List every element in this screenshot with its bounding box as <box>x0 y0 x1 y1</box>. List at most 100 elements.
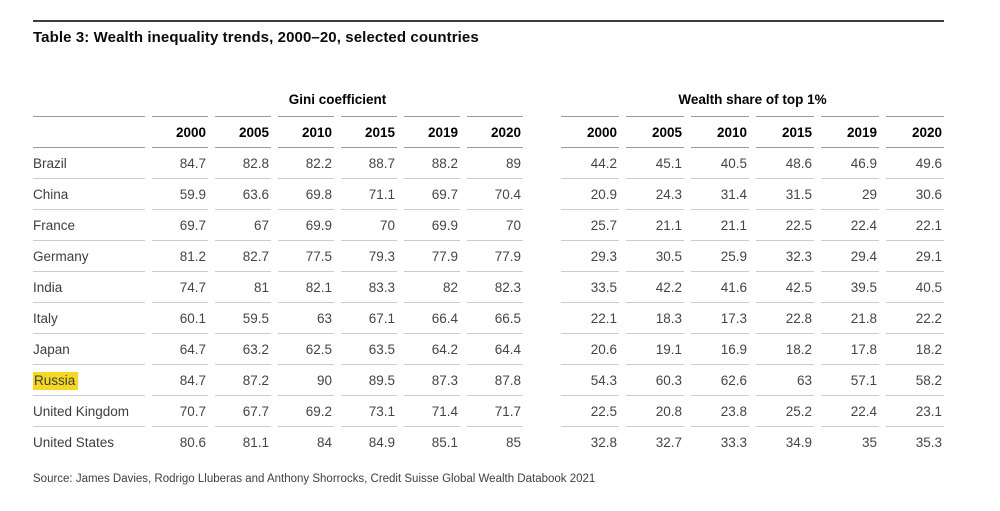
gini-value-cell: 71.4 <box>404 396 460 427</box>
top1-value-cell: 49.6 <box>886 148 944 179</box>
gini-value-cell: 63.5 <box>341 334 397 365</box>
country-label: United States <box>33 434 115 450</box>
gini-value-cell: 60.1 <box>152 303 208 334</box>
country-label: Japan <box>33 341 70 357</box>
gini-value-cell: 82 <box>404 272 460 303</box>
gini-value-cell: 69.9 <box>404 210 460 241</box>
gini-value-cell: 89.5 <box>341 365 397 396</box>
top1-value-cell: 46.9 <box>821 148 879 179</box>
top1-value-cell: 42.2 <box>626 272 684 303</box>
gini-value-cell: 64.4 <box>467 334 523 365</box>
table-row: Italy 60.1 59.5 63 67.1 66.4 66.5 22.1 1… <box>33 303 944 334</box>
country-cell: India <box>33 272 145 303</box>
top1-value-cell: 30.6 <box>886 179 944 210</box>
gini-year-header: 2010 <box>278 116 334 148</box>
top1-value-cell: 22.4 <box>821 210 879 241</box>
page-title: Table 3: Wealth inequality trends, 2000–… <box>33 29 479 46</box>
top1-value-cell: 22.4 <box>821 396 879 427</box>
gini-value-cell: 82.7 <box>215 241 271 272</box>
gini-value-cell: 62.5 <box>278 334 334 365</box>
spacer-cell <box>530 396 554 427</box>
gini-value-cell: 84.9 <box>368 434 395 450</box>
gini-value-cell: 81.2 <box>152 241 208 272</box>
spacer-cell <box>530 179 554 210</box>
top1-value-cell: 35 <box>861 434 877 450</box>
top1-value-cell: 25.7 <box>561 210 619 241</box>
gini-year-header: 2020 <box>467 116 523 148</box>
spacer-cell <box>530 148 554 179</box>
table-row: China 59.9 63.6 69.8 71.1 69.7 70.4 20.9… <box>33 179 944 210</box>
top1-value-cell: 18.3 <box>626 303 684 334</box>
top1-value-cell: 29.1 <box>886 241 944 272</box>
gini-value-cell: 77.9 <box>404 241 460 272</box>
country-cell: Germany <box>33 241 145 272</box>
top1-value-cell: 40.5 <box>691 148 749 179</box>
top1-value-cell: 34.9 <box>785 434 812 450</box>
top1-value-cell: 62.6 <box>691 365 749 396</box>
top1-value-cell: 21.8 <box>821 303 879 334</box>
gini-value-cell: 88.7 <box>341 148 397 179</box>
top1-value-cell: 41.6 <box>691 272 749 303</box>
top1-value-cell: 18.2 <box>756 334 814 365</box>
table-row: Japan 64.7 63.2 62.5 63.5 64.2 64.4 20.6… <box>33 334 944 365</box>
gini-value-cell: 82.2 <box>278 148 334 179</box>
top1-value-cell: 40.5 <box>886 272 944 303</box>
gini-value-cell: 87.3 <box>404 365 460 396</box>
top1-value-cell: 22.1 <box>886 210 944 241</box>
top1-value-cell: 35.3 <box>915 434 942 450</box>
table-row-highlighted: Russia 84.7 87.2 90 89.5 87.3 87.8 54.3 … <box>33 365 944 396</box>
highlighted-country-label: Russia <box>33 371 79 390</box>
top1-value-cell: 33.5 <box>561 272 619 303</box>
gini-value-cell: 69.7 <box>404 179 460 210</box>
top1-value-cell: 39.5 <box>821 272 879 303</box>
gini-value-cell: 77.9 <box>467 241 523 272</box>
top1-value-cell: 17.8 <box>821 334 879 365</box>
top1-value-cell: 22.5 <box>561 396 619 427</box>
top1-value-cell: 33.3 <box>720 434 747 450</box>
wealth-inequality-table: Gini coefficient Wealth share of top 1% … <box>26 63 951 457</box>
spacer-cell <box>530 427 554 457</box>
gini-value-cell: 90 <box>278 365 334 396</box>
spacer-cell <box>530 303 554 334</box>
country-label: India <box>33 279 63 295</box>
gini-value-cell: 66.5 <box>467 303 523 334</box>
gini-year-header: 2019 <box>404 116 460 148</box>
gini-value-cell: 69.2 <box>278 396 334 427</box>
gini-value-cell: 87.2 <box>215 365 271 396</box>
country-cell: China <box>33 179 145 210</box>
gini-value-cell: 67.7 <box>215 396 271 427</box>
table-row: India 74.7 81 82.1 83.3 82 82.3 33.5 42.… <box>33 272 944 303</box>
gini-year-header: 2015 <box>341 116 397 148</box>
country-cell: Russia <box>33 365 145 396</box>
gini-value-cell: 69.8 <box>278 179 334 210</box>
gini-value-cell: 66.4 <box>404 303 460 334</box>
table-row: France 69.7 67 69.9 70 69.9 70 25.7 21.1… <box>33 210 944 241</box>
table-row: United States 80.6 81.1 84 84.9 85.1 85 … <box>33 427 944 457</box>
gini-value-cell: 70 <box>341 210 397 241</box>
top1-value-cell: 29.3 <box>561 241 619 272</box>
country-label: France <box>33 217 76 233</box>
top1-value-cell: 29.4 <box>821 241 879 272</box>
top1-value-cell: 63 <box>756 365 814 396</box>
gini-value-cell: 81 <box>215 272 271 303</box>
gini-value-cell: 74.7 <box>152 272 208 303</box>
country-cell: Brazil <box>33 148 145 179</box>
spacer-cell <box>530 63 554 116</box>
gini-value-cell: 82.8 <box>215 148 271 179</box>
gini-value-cell: 71.7 <box>467 396 523 427</box>
top1-value-cell: 60.3 <box>626 365 684 396</box>
table-row: United Kingdom 70.7 67.7 69.2 73.1 71.4 … <box>33 396 944 427</box>
spacer-cell <box>530 365 554 396</box>
country-label: China <box>33 186 69 202</box>
top1-year-header: 2020 <box>886 116 944 148</box>
top1-value-cell: 23.1 <box>886 396 944 427</box>
gini-value-cell: 67.1 <box>341 303 397 334</box>
gini-value-cell: 84.7 <box>152 148 208 179</box>
gini-value-cell: 77.5 <box>278 241 334 272</box>
top1-value-cell: 21.1 <box>626 210 684 241</box>
gini-value-cell: 80.6 <box>179 434 206 450</box>
country-column-header <box>33 116 145 148</box>
top1-value-cell: 45.1 <box>626 148 684 179</box>
top1-value-cell: 21.1 <box>691 210 749 241</box>
gini-value-cell: 69.9 <box>278 210 334 241</box>
